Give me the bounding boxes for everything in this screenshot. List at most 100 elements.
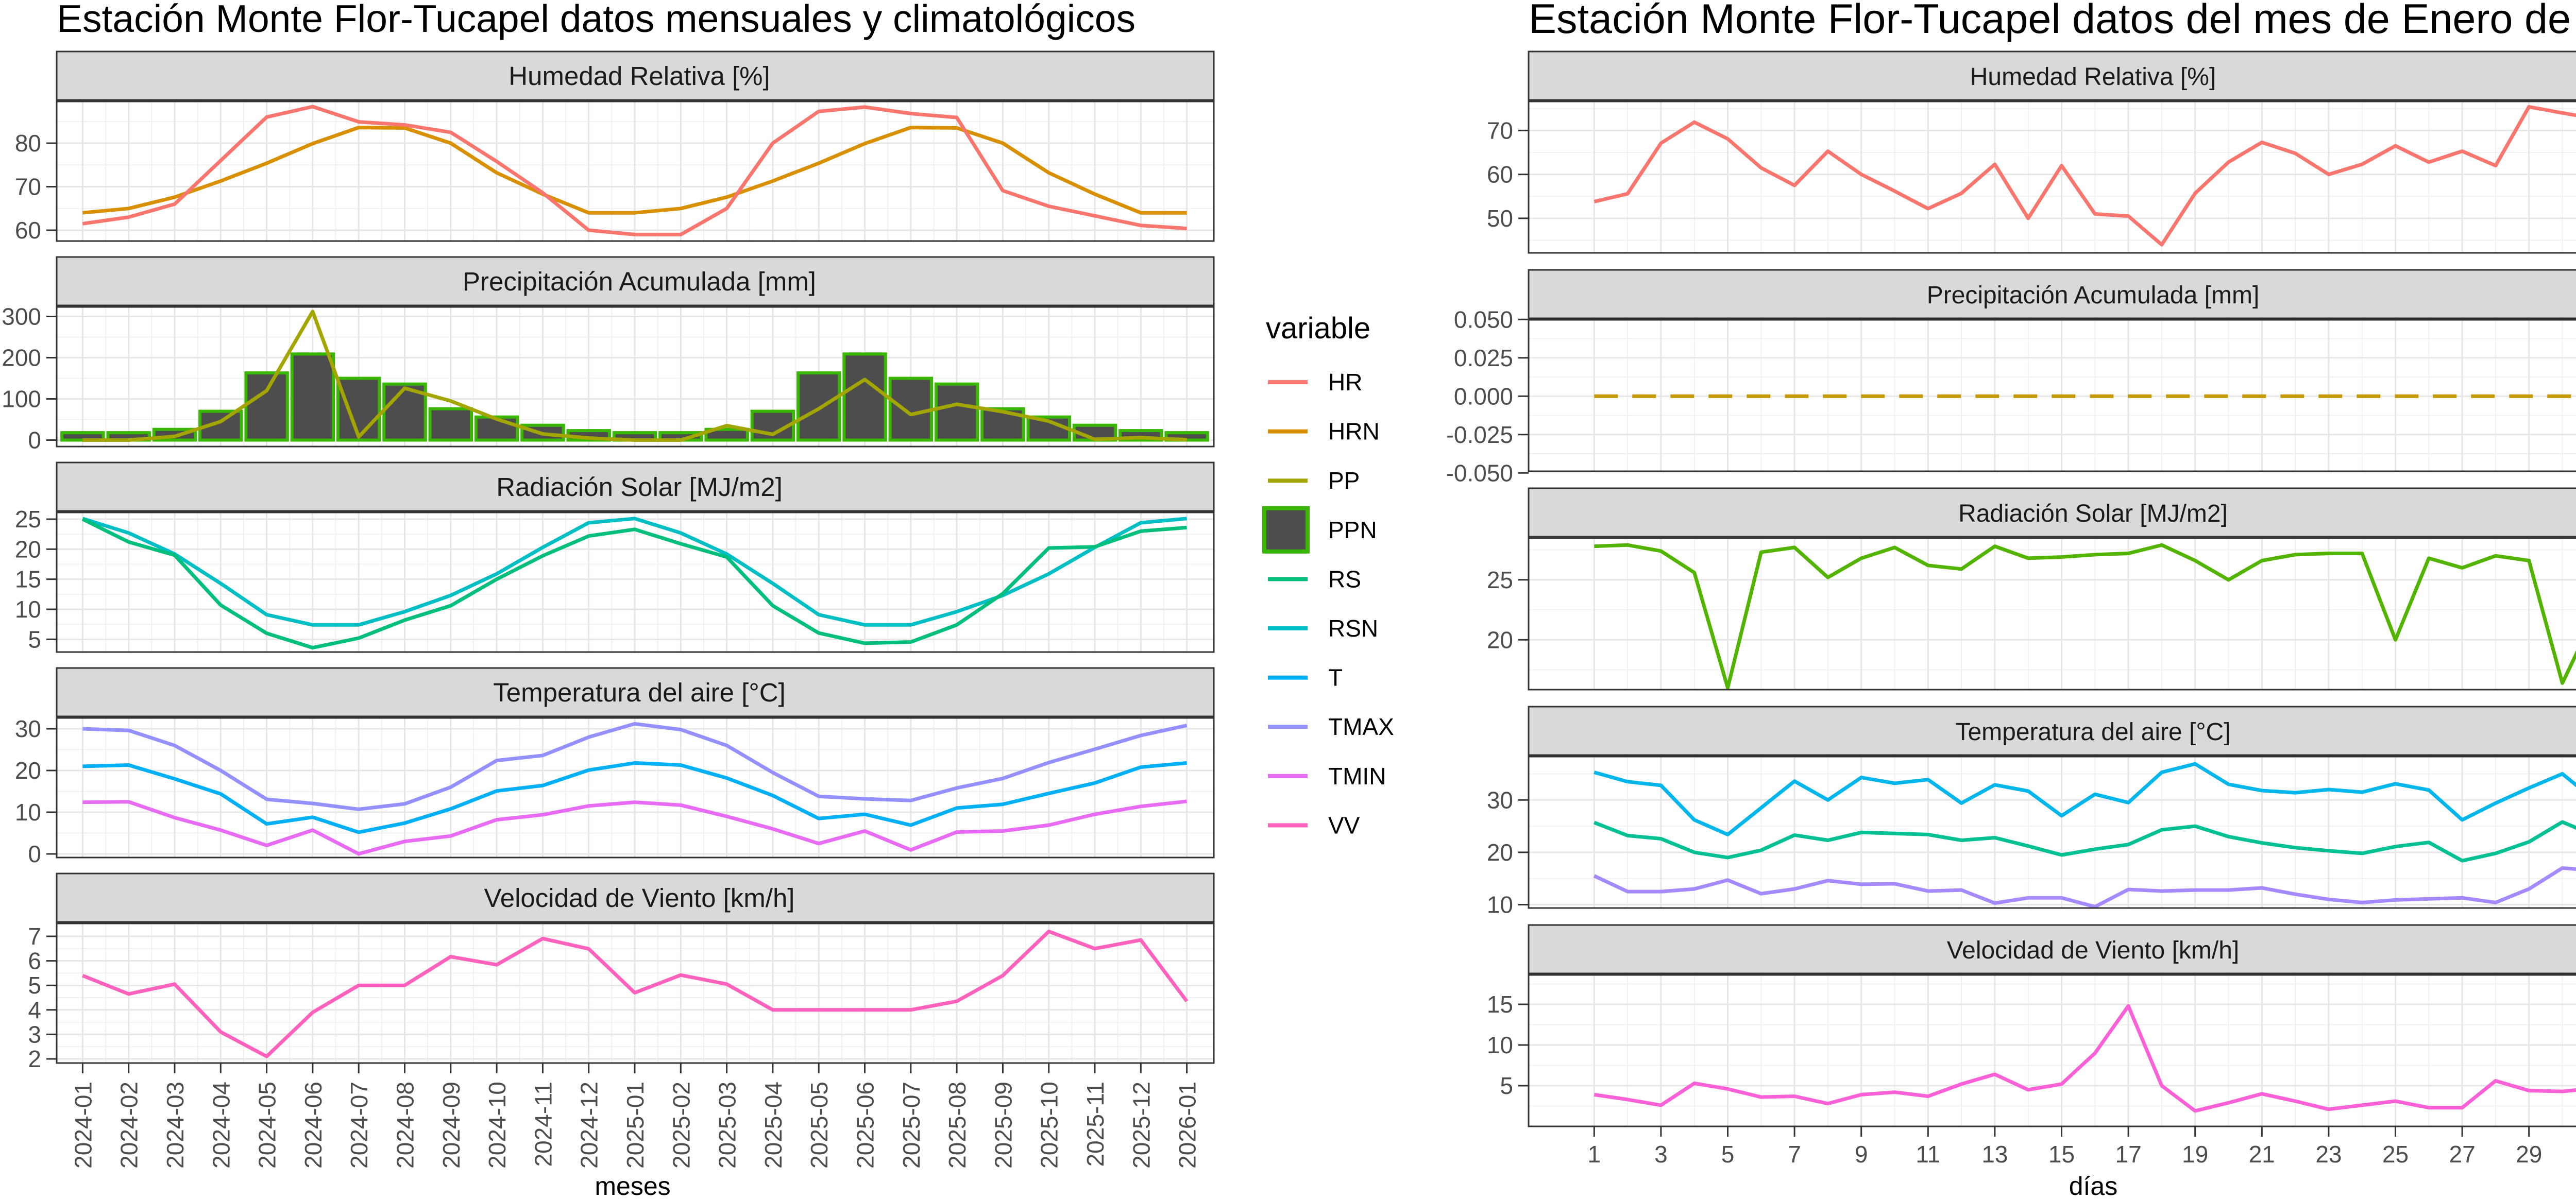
svg-text:TMIN: TMIN [1328, 763, 1386, 790]
svg-text:2024-11: 2024-11 [530, 1082, 556, 1167]
svg-text:2024-01: 2024-01 [70, 1082, 96, 1169]
svg-text:30: 30 [15, 715, 41, 742]
svg-text:2024-08: 2024-08 [392, 1082, 419, 1169]
svg-text:5: 5 [1500, 1072, 1513, 1099]
svg-text:27: 27 [2449, 1141, 2476, 1168]
svg-text:RSN: RSN [1328, 615, 1378, 642]
svg-text:20: 20 [15, 757, 41, 784]
svg-text:5: 5 [28, 972, 41, 999]
svg-text:2024-04: 2024-04 [208, 1082, 234, 1169]
svg-text:2025-03: 2025-03 [714, 1082, 741, 1169]
svg-text:23: 23 [2315, 1141, 2342, 1168]
svg-text:13: 13 [1981, 1141, 2008, 1168]
svg-text:4: 4 [28, 997, 41, 1023]
svg-text:60: 60 [1487, 161, 1513, 188]
svg-text:80: 80 [15, 130, 41, 157]
svg-text:2025-11: 2025-11 [1082, 1082, 1109, 1167]
svg-text:100: 100 [2, 386, 41, 413]
svg-text:PPN: PPN [1328, 517, 1377, 543]
svg-text:TMAX: TMAX [1328, 713, 1394, 740]
svg-text:-0.050: -0.050 [1446, 459, 1513, 486]
svg-text:2025-06: 2025-06 [852, 1082, 879, 1169]
svg-text:2024-03: 2024-03 [162, 1082, 189, 1169]
svg-text:2025-08: 2025-08 [944, 1082, 971, 1169]
svg-text:2024-07: 2024-07 [346, 1082, 372, 1169]
svg-text:2025-09: 2025-09 [990, 1082, 1016, 1169]
svg-text:2025-07: 2025-07 [898, 1082, 925, 1169]
svg-text:HR: HR [1328, 369, 1362, 396]
svg-text:3: 3 [1654, 1141, 1668, 1168]
svg-text:2024-06: 2024-06 [300, 1082, 327, 1169]
svg-text:RS: RS [1328, 566, 1361, 592]
svg-text:días: días [2069, 1172, 2118, 1199]
svg-text:2025-01: 2025-01 [622, 1082, 649, 1169]
svg-text:25: 25 [1487, 567, 1513, 593]
svg-text:19: 19 [2182, 1141, 2208, 1168]
svg-text:2026-01: 2026-01 [1174, 1082, 1201, 1169]
svg-text:11: 11 [1916, 1141, 1940, 1168]
svg-text:20: 20 [1487, 839, 1513, 866]
svg-text:30: 30 [1487, 786, 1513, 813]
svg-text:Estación Monte Flor-Tucapel da: Estación Monte Flor-Tucapel datos mensua… [57, 0, 1136, 40]
svg-text:6: 6 [28, 948, 41, 974]
svg-text:15: 15 [15, 566, 41, 593]
svg-text:3: 3 [28, 1021, 41, 1048]
svg-text:29: 29 [2516, 1141, 2542, 1168]
svg-text:7: 7 [1788, 1141, 1801, 1168]
svg-text:meses: meses [595, 1172, 670, 1199]
svg-text:Radiación Solar [MJ/m2]: Radiación Solar [MJ/m2] [1958, 500, 2228, 527]
svg-text:300: 300 [2, 303, 41, 330]
svg-text:50: 50 [1487, 205, 1513, 232]
svg-text:0.050: 0.050 [1454, 306, 1513, 333]
svg-text:200: 200 [2, 345, 41, 371]
svg-text:15: 15 [1487, 991, 1513, 1018]
svg-text:2024-05: 2024-05 [254, 1082, 281, 1169]
svg-text:T: T [1328, 664, 1343, 691]
svg-text:7: 7 [28, 923, 41, 950]
svg-text:2: 2 [28, 1046, 41, 1072]
svg-text:10: 10 [15, 596, 41, 623]
svg-text:2024-12: 2024-12 [576, 1082, 603, 1169]
svg-text:2025-05: 2025-05 [806, 1082, 833, 1169]
svg-text:0.000: 0.000 [1454, 383, 1513, 409]
svg-text:21: 21 [2249, 1141, 2275, 1168]
svg-text:HRN: HRN [1328, 418, 1380, 445]
svg-text:2024-02: 2024-02 [116, 1082, 143, 1169]
svg-text:70: 70 [1487, 117, 1513, 144]
svg-text:2025-10: 2025-10 [1036, 1082, 1063, 1169]
svg-text:Velocidad de Viento [km/h]: Velocidad de Viento [km/h] [1947, 937, 2240, 964]
svg-text:10: 10 [15, 799, 41, 826]
svg-text:25: 25 [15, 506, 41, 533]
svg-text:5: 5 [1721, 1141, 1735, 1168]
svg-text:2024-09: 2024-09 [438, 1082, 465, 1169]
svg-text:5: 5 [28, 626, 41, 653]
svg-text:0.025: 0.025 [1454, 345, 1513, 371]
svg-text:Humedad Relativa [%]: Humedad Relativa [%] [1970, 63, 2216, 91]
svg-text:Radiación Solar [MJ/m2]: Radiación Solar [MJ/m2] [496, 472, 783, 502]
svg-text:20: 20 [1487, 626, 1513, 653]
svg-text:2025-04: 2025-04 [760, 1082, 787, 1169]
svg-text:60: 60 [15, 217, 41, 244]
svg-text:Temperatura del aire [°C]: Temperatura del aire [°C] [1955, 718, 2230, 746]
svg-text:Precipitación Acumulada [mm]: Precipitación Acumulada [mm] [463, 267, 816, 296]
svg-text:Humedad Relativa [%]: Humedad Relativa [%] [509, 61, 770, 91]
svg-text:2025-12: 2025-12 [1128, 1082, 1155, 1169]
svg-text:1: 1 [1588, 1141, 1601, 1168]
svg-text:25: 25 [2382, 1141, 2409, 1168]
svg-text:variable: variable [1266, 312, 1370, 345]
svg-text:10: 10 [1487, 1032, 1513, 1058]
svg-text:2024-10: 2024-10 [484, 1082, 511, 1169]
svg-text:2025-02: 2025-02 [668, 1082, 694, 1169]
svg-text:17: 17 [2115, 1141, 2142, 1168]
svg-text:10: 10 [1487, 892, 1513, 918]
svg-text:Precipitación Acumulada [mm]: Precipitación Acumulada [mm] [1927, 282, 2260, 309]
svg-text:20: 20 [15, 536, 41, 562]
svg-text:Temperatura del aire [°C]: Temperatura del aire [°C] [493, 678, 785, 707]
svg-text:-0.025: -0.025 [1446, 421, 1513, 448]
svg-text:PP: PP [1328, 467, 1360, 494]
svg-text:VV: VV [1328, 812, 1360, 838]
svg-text:Estación Monte Flor-Tucapel da: Estación Monte Flor-Tucapel datos del me… [1529, 0, 2576, 42]
svg-text:9: 9 [1855, 1141, 1868, 1168]
svg-text:15: 15 [2048, 1141, 2075, 1168]
svg-text:0: 0 [28, 841, 41, 867]
